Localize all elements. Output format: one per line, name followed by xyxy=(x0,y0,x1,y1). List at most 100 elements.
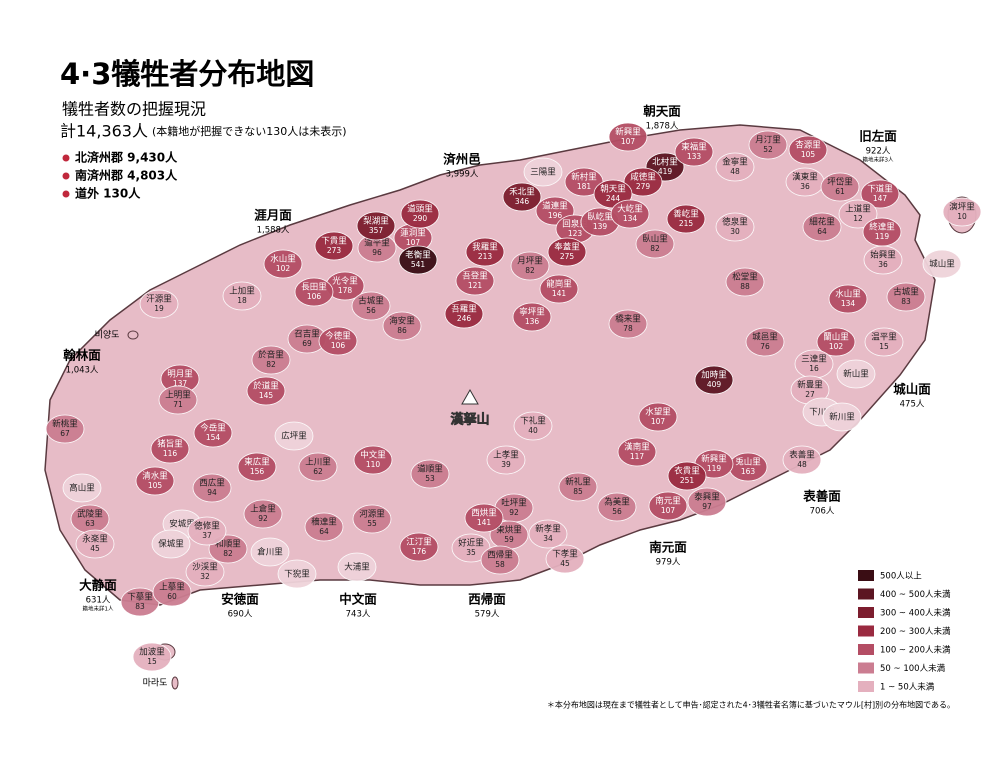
village-count: 141 xyxy=(477,518,492,527)
village-name: 兎山里 xyxy=(735,457,761,468)
village-area xyxy=(523,157,563,187)
village-count: 59 xyxy=(504,535,514,544)
village-name: 新興里 xyxy=(701,454,727,465)
village-area xyxy=(648,491,688,521)
village-count: 145 xyxy=(259,391,274,400)
village-name: 大屹里 xyxy=(617,204,643,215)
village-area xyxy=(480,545,520,575)
village-area xyxy=(444,299,484,329)
village-count: 156 xyxy=(250,467,265,476)
village-name: 東福里 xyxy=(681,142,707,153)
title: 4·3犠牲者分布地図 xyxy=(60,57,314,91)
village-name: 上摹里 xyxy=(159,582,185,593)
village-name: 穡達里 xyxy=(311,517,337,528)
village-name: 河源里 xyxy=(359,509,385,520)
village-area xyxy=(667,461,707,491)
village-name: 高山里 xyxy=(69,483,95,494)
village-count: 141 xyxy=(552,289,567,298)
total: 計14,363人 xyxy=(60,122,148,141)
village-name: 新興里 xyxy=(615,127,641,138)
village-count: 134 xyxy=(841,299,856,308)
village-count: 244 xyxy=(606,194,621,203)
village-name: 上孝里 xyxy=(493,451,519,461)
footnote: ＊本分布地図は現在まで犠牲者として申告･認定された4･3犠牲者名簿に基づいたマウ… xyxy=(547,700,955,710)
village-name: 善屹里 xyxy=(673,209,699,220)
village-count: 64 xyxy=(817,227,827,236)
village-name: 新川里 xyxy=(829,412,855,423)
islet-label: 마라도 xyxy=(143,678,168,689)
village-count: 36 xyxy=(800,182,810,191)
village-count: 215 xyxy=(679,219,694,228)
village-area xyxy=(638,402,678,432)
village-name: 我羅里 xyxy=(472,242,498,253)
village-count: 107 xyxy=(661,506,676,515)
village-name: 沙渓里 xyxy=(192,562,218,573)
village-area xyxy=(513,411,553,441)
legend-swatch xyxy=(858,681,874,692)
legend-swatch xyxy=(858,644,874,655)
village-count: 71 xyxy=(173,400,183,409)
village-name: 新孝里 xyxy=(535,524,561,535)
mountain-icon xyxy=(461,388,479,405)
village-count: 119 xyxy=(707,464,722,473)
village-area xyxy=(135,466,175,496)
region-name: 表善面 xyxy=(802,489,841,504)
village-name: 臥屹里 xyxy=(587,212,613,223)
village-count: 196 xyxy=(548,211,563,220)
village-name: 中文里 xyxy=(360,450,386,461)
village-area xyxy=(187,516,227,546)
village-name: 道連里 xyxy=(542,201,568,212)
village-area xyxy=(400,199,440,229)
village-area xyxy=(608,122,648,152)
legend-label: 50 ~ 100人未満 xyxy=(880,663,946,674)
village-name: 奉蓋里 xyxy=(554,242,580,253)
village-count: 137 xyxy=(173,379,188,388)
stat: 北済州郡 9,430人 xyxy=(75,150,178,165)
village-name: 咸徳里 xyxy=(630,172,656,183)
village-count: 45 xyxy=(560,559,570,568)
village-name: 清水里 xyxy=(142,471,168,482)
village-count: 76 xyxy=(760,342,770,351)
village-count: 53 xyxy=(425,474,435,483)
village-area xyxy=(623,167,663,197)
village-area xyxy=(150,434,190,464)
region-name: 城山面 xyxy=(893,382,931,397)
village-name: 蘭山里 xyxy=(823,332,849,343)
village-count: 346 xyxy=(515,197,530,206)
village-area xyxy=(694,365,734,395)
village-area xyxy=(152,577,192,607)
village-area xyxy=(251,345,291,375)
village-name: 衣貴里 xyxy=(674,466,700,477)
village-area xyxy=(294,277,334,307)
village-count: 275 xyxy=(560,252,575,261)
island xyxy=(44,124,936,606)
region-name: 済州邑 xyxy=(443,152,481,167)
village-area xyxy=(610,199,650,229)
village-count: 106 xyxy=(331,341,346,350)
village-area xyxy=(410,459,450,489)
village-area xyxy=(243,499,283,529)
village-area xyxy=(687,487,727,517)
village-name: 上明里 xyxy=(165,391,191,401)
village-count: 246 xyxy=(457,314,472,323)
village-area xyxy=(635,229,675,259)
village-count: 56 xyxy=(612,507,622,516)
village-area xyxy=(547,237,587,267)
village-count: 86 xyxy=(397,326,407,335)
village-count: 88 xyxy=(740,282,750,291)
village-count: 541 xyxy=(411,260,426,269)
region-name: 南元面 xyxy=(649,540,687,555)
village-area xyxy=(617,437,657,467)
village-count: 116 xyxy=(163,449,178,458)
village-name: 下孝里 xyxy=(552,550,578,560)
village-name: 武陵里 xyxy=(77,509,103,520)
stat: 道外 130人 xyxy=(75,186,141,201)
village-area xyxy=(822,402,862,432)
village-area xyxy=(860,179,900,209)
region-count: 706人 xyxy=(810,507,835,517)
village-area xyxy=(828,284,868,314)
village-name: 回泉里 xyxy=(562,219,588,230)
village-name: 演坪里 xyxy=(949,202,975,213)
village-count: 96 xyxy=(372,248,382,257)
